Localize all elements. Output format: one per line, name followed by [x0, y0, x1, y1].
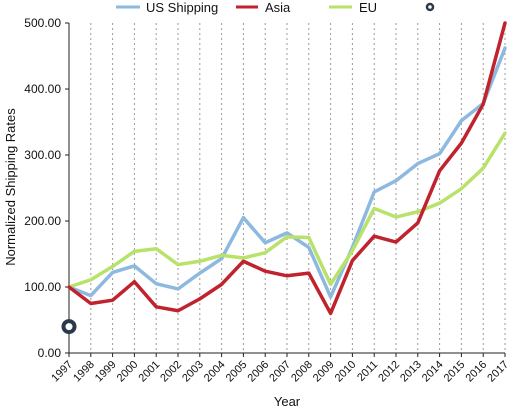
ring-marker-icon [61, 319, 77, 335]
x-tick-label-2008: 2008 [289, 359, 315, 385]
x-tick-label-2017: 2017 [485, 359, 511, 385]
x-axis-title: Year [274, 394, 301, 409]
legend-item-eu[interactable]: EU [329, 0, 377, 15]
x-tick-label-1998: 1998 [71, 359, 97, 385]
y-axis-title: Normalized Shipping Rates [3, 108, 18, 266]
x-tick-label-2012: 2012 [376, 359, 402, 385]
x-tick-label-2005: 2005 [224, 359, 250, 385]
x-tick-label-2014: 2014 [420, 359, 446, 385]
legend-label-asia: Asia [265, 0, 291, 15]
legend-label-eu: EU [359, 0, 377, 15]
y-tick-label: 300.00 [24, 148, 61, 162]
y-tick-label: 500.00 [24, 16, 61, 30]
y-tick-label: 100.00 [24, 280, 61, 294]
x-tick-label-2007: 2007 [267, 359, 293, 385]
x-tick-label-2000: 2000 [115, 359, 141, 385]
ring-marker-icon [425, 2, 435, 12]
x-tick-label-2011: 2011 [355, 359, 380, 384]
x-tick-label-2016: 2016 [464, 359, 490, 385]
legend-item-us-shipping[interactable]: US Shipping [116, 0, 218, 15]
x-tick-label-2010: 2010 [333, 359, 359, 385]
y-tick-label: 0.00 [38, 346, 62, 360]
y-tick-label: 200.00 [24, 214, 61, 228]
legend-item-asia[interactable]: Asia [236, 0, 291, 15]
x-tick-label-2009: 2009 [311, 359, 337, 385]
series-line-us-shipping [67, 46, 507, 299]
x-tick-label-2002: 2002 [158, 359, 184, 385]
x-tick-label-2003: 2003 [180, 359, 206, 385]
series-line-eu [67, 131, 507, 289]
x-tick-label-2006: 2006 [246, 359, 272, 385]
x-tick-label-2001: 2001 [137, 359, 163, 385]
y-tick-label: 400.00 [24, 82, 61, 96]
x-tick-label-1997: 1997 [49, 359, 75, 385]
x-tick-label-2013: 2013 [398, 359, 424, 385]
legend: US Shipping Asia EU [116, 0, 435, 15]
legend-label-us-shipping: US Shipping [146, 0, 218, 15]
x-tick-label-2015: 2015 [442, 359, 468, 385]
series-line-asia [67, 21, 507, 316]
x-tick-label-2004: 2004 [202, 359, 228, 385]
x-tick-label-1999: 1999 [93, 359, 119, 385]
plot-area: 0.00100.00200.00300.00400.00500.00199719… [24, 16, 511, 384]
